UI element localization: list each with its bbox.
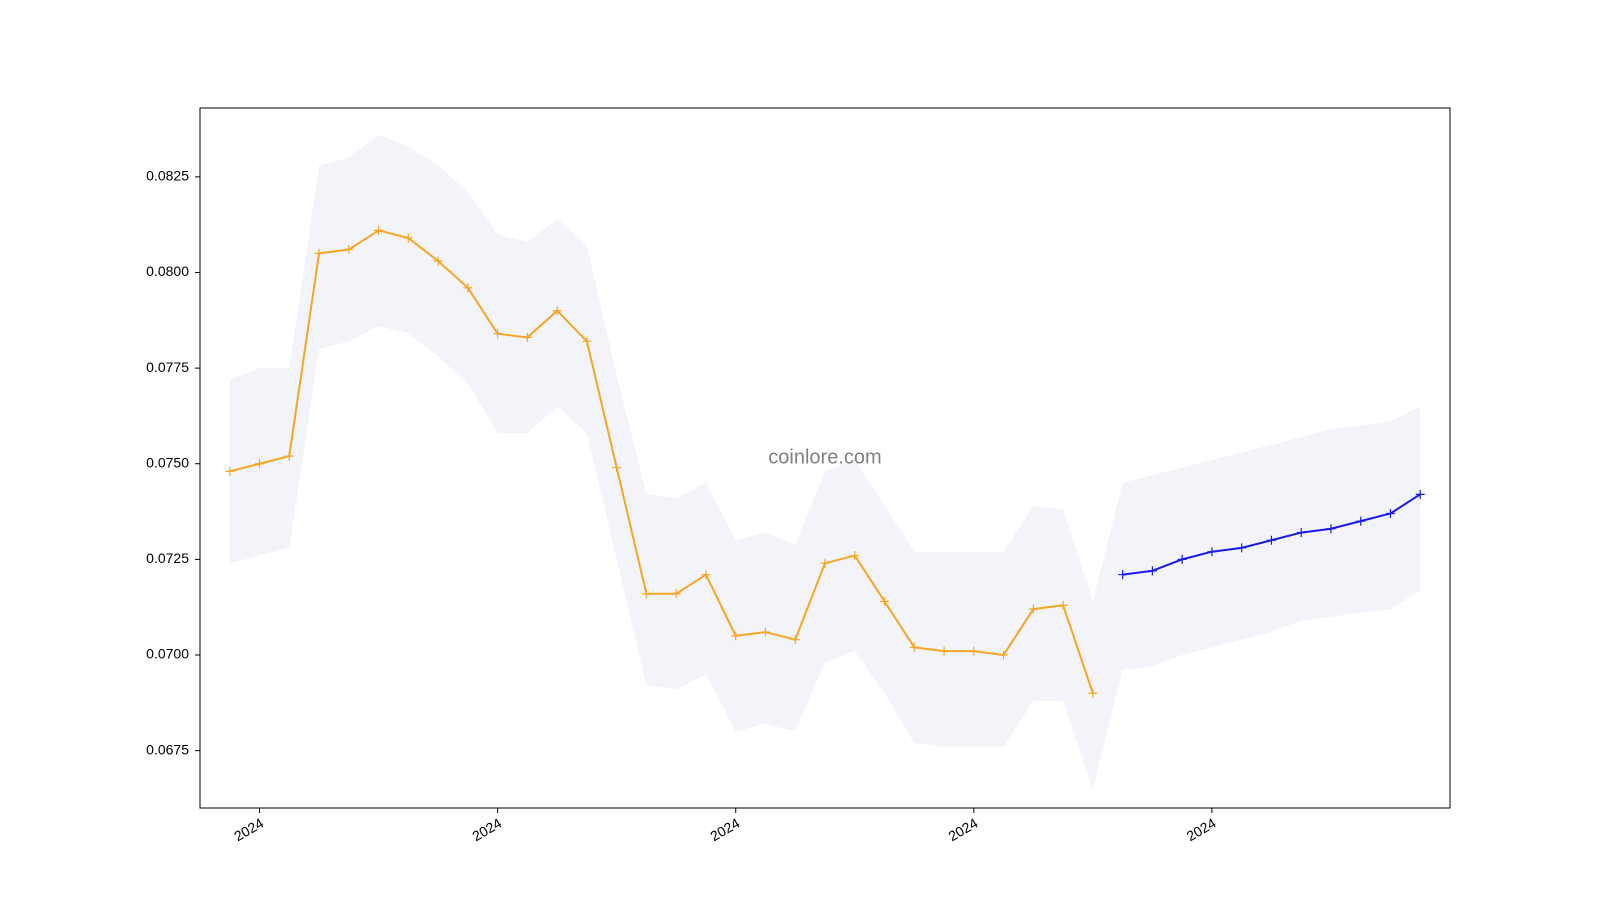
y-tick-label: 0.0825 (146, 168, 189, 184)
y-tick-label: 0.0800 (146, 263, 189, 279)
y-tick-label: 0.0775 (146, 359, 189, 375)
y-tick-label: 0.0725 (146, 550, 189, 566)
y-tick-label: 0.0700 (146, 646, 189, 662)
y-tick-label: 0.0675 (146, 741, 189, 757)
watermark-text: coinlore.com (768, 446, 881, 468)
price-chart: coinlore.com 0.0675 0.0700 0.0725 0.0750 0.07… (0, 0, 1600, 900)
chart-container: coinlore.com 0.0675 0.0700 0.0725 0.0750 0.07… (0, 0, 1600, 900)
y-tick-label: 0.0750 (146, 454, 189, 470)
